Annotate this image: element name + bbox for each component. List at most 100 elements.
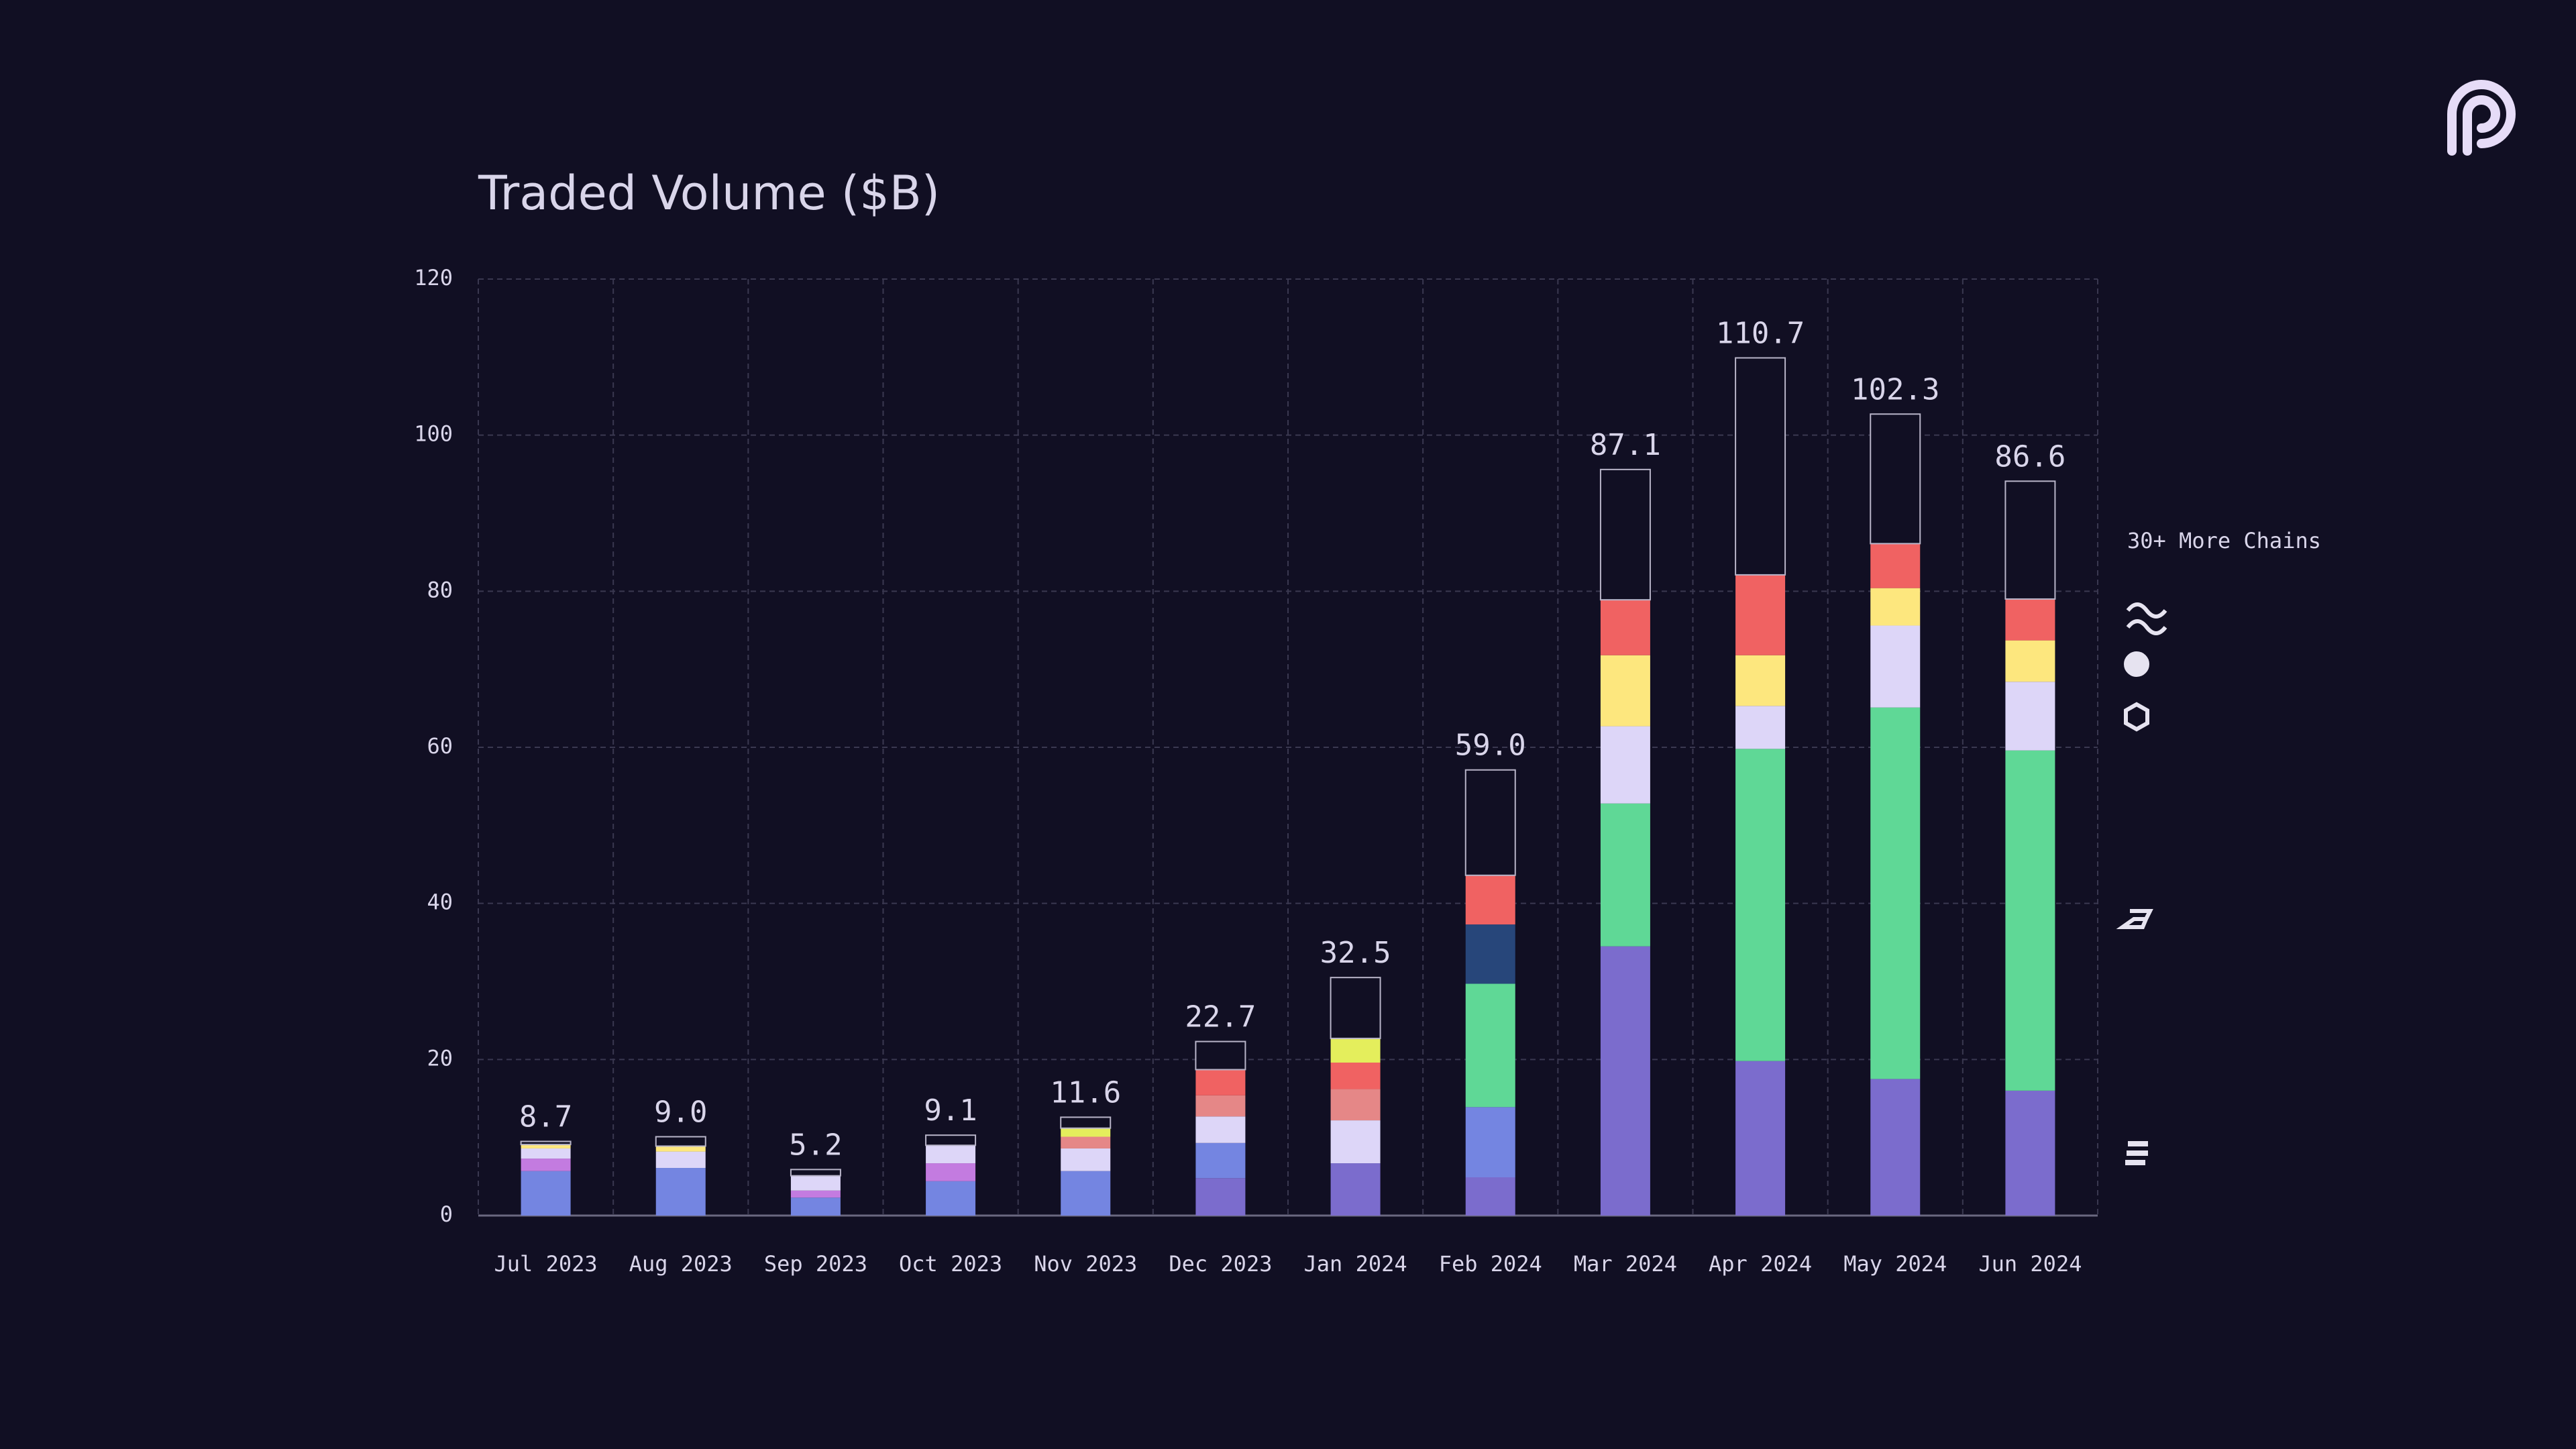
total-label: 9.0 <box>654 1095 707 1130</box>
bar-segment <box>1870 588 1921 626</box>
y-tick-label: 0 <box>440 1201 453 1227</box>
total-label: 8.7 <box>519 1099 572 1134</box>
bar-segment <box>1735 655 1786 706</box>
bar-segment <box>1195 1095 1246 1117</box>
legend-label: 30+ More Chains <box>2127 528 2321 553</box>
bar-segment <box>790 1169 841 1177</box>
bar-segment <box>1465 1107 1515 1177</box>
bar-segment <box>1870 543 1921 588</box>
bar-segment <box>1330 977 1381 1039</box>
bar-segment <box>1600 803 1650 947</box>
bar-segment <box>1330 1120 1381 1164</box>
bar-segment <box>520 1140 572 1146</box>
total-label: 59.0 <box>1455 729 1526 763</box>
y-tick-label: 60 <box>427 733 453 759</box>
bar-segment <box>790 1197 841 1216</box>
bar-segment <box>926 1145 976 1164</box>
x-tick-label: Apr 2024 <box>1709 1251 1812 1277</box>
y-tick-label: 80 <box>427 577 453 602</box>
bar-segment <box>1330 1038 1381 1063</box>
bar-segment <box>926 1181 976 1216</box>
chart-title: Traded Volume ($B) <box>478 166 940 221</box>
y-tick-label: 40 <box>427 890 453 915</box>
x-tick-label: May 2024 <box>1843 1251 1947 1277</box>
bar-segment <box>1061 1128 1111 1137</box>
bar-segment <box>521 1159 571 1171</box>
bar-segment <box>1060 1116 1112 1129</box>
bar-segment <box>2004 480 2056 600</box>
total-label: 87.1 <box>1590 428 1661 462</box>
bar-segment <box>1870 1079 1921 1216</box>
legend-icon <box>2124 651 2149 677</box>
bar-segment <box>1735 357 1786 576</box>
bar-segment <box>1330 1089 1381 1121</box>
bar-segment <box>1061 1136 1111 1148</box>
x-tick-label: Jan 2024 <box>1304 1251 1407 1277</box>
x-tick-label: Nov 2023 <box>1034 1251 1137 1277</box>
bar-segment <box>925 1134 977 1146</box>
bar-segment <box>1195 1178 1246 1216</box>
total-label: 32.5 <box>1320 936 1391 970</box>
legend-icon <box>2126 602 2167 635</box>
legend-icon <box>2124 702 2149 732</box>
x-tick-label: Feb 2024 <box>1439 1251 1542 1277</box>
logo <box>2447 80 2516 156</box>
bar-segment <box>1735 706 1786 749</box>
bar-segment <box>655 1136 706 1147</box>
bar-segment <box>1735 749 1786 1061</box>
bar-segment <box>1600 726 1650 804</box>
y-tick-label: 120 <box>414 265 453 290</box>
bar-segment <box>655 1146 706 1152</box>
bar-segment <box>2005 598 2055 641</box>
bar-segment <box>1061 1148 1111 1171</box>
bar-segment <box>521 1144 571 1148</box>
total-label: 9.1 <box>924 1093 977 1128</box>
bar-segment <box>1195 1116 1246 1143</box>
bar-segment <box>1195 1142 1246 1179</box>
bar-segment <box>1735 1061 1786 1216</box>
bar-segment <box>1464 769 1516 876</box>
x-tick-label: Jun 2024 <box>1978 1251 2082 1277</box>
bar-segment <box>2005 1090 2055 1216</box>
bar-segment <box>655 1168 706 1216</box>
total-label: 102.3 <box>1851 372 1939 407</box>
bar-segment <box>2005 750 2055 1091</box>
bar-segment <box>790 1175 841 1191</box>
total-label: 86.6 <box>1994 439 2065 474</box>
bar-segment <box>1465 924 1515 984</box>
x-tick-label: Mar 2024 <box>1574 1251 1677 1277</box>
bar-segment <box>1735 574 1786 655</box>
bar-segment <box>1195 1069 1246 1095</box>
bar-segment <box>1870 413 1921 545</box>
total-label: 22.7 <box>1185 1000 1256 1034</box>
total-label: 11.6 <box>1050 1075 1121 1110</box>
legend-icons <box>2116 602 2167 1165</box>
x-tick-label: Oct 2023 <box>899 1251 1002 1277</box>
bar-segment <box>1870 707 1921 1079</box>
x-tick-label: Aug 2023 <box>629 1251 733 1277</box>
bar-segment <box>1600 655 1650 727</box>
bar-segment <box>1061 1171 1111 1216</box>
bar-segment <box>1330 1163 1381 1216</box>
bar-segment <box>1195 1040 1246 1071</box>
total-label: 110.7 <box>1716 316 1805 350</box>
bar-segment <box>1600 946 1650 1216</box>
legend-icon <box>2116 909 2153 929</box>
bar-segment <box>926 1163 976 1181</box>
bar-segment <box>655 1151 706 1169</box>
bar-segment <box>1465 875 1515 925</box>
x-tick-label: Jul 2023 <box>494 1251 598 1277</box>
y-tick-label: 20 <box>427 1045 453 1071</box>
x-tick-label: Sep 2023 <box>764 1251 867 1277</box>
bar-segment <box>1870 625 1921 708</box>
bar-segment <box>1330 1062 1381 1089</box>
legend-icon <box>2125 1141 2148 1165</box>
bar-segment <box>790 1190 841 1198</box>
bar-segment <box>1465 1177 1515 1216</box>
bar-segment <box>1465 983 1515 1108</box>
x-tick-label: Dec 2023 <box>1169 1251 1272 1277</box>
bar-segment <box>2005 682 2055 751</box>
bar-segment <box>521 1171 571 1216</box>
